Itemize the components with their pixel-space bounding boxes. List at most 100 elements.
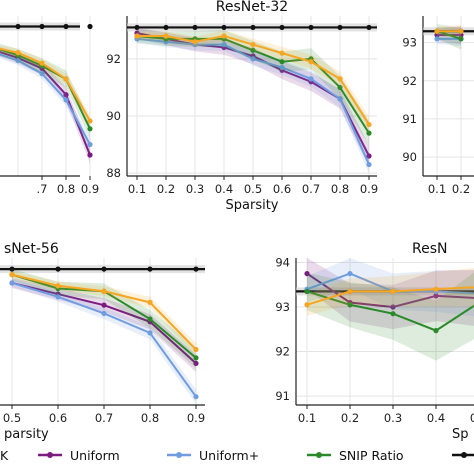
x-tick-label: 0.2	[341, 411, 359, 425]
x-tick-label: 0.5	[470, 411, 474, 425]
x-axis-label: parsity	[4, 427, 49, 442]
series-point	[347, 270, 353, 277]
series-point	[304, 288, 310, 295]
series-band	[307, 257, 474, 330]
y-tick-label: 88	[106, 166, 121, 180]
baseline-point	[337, 24, 343, 31]
baseline-point	[9, 266, 15, 272]
series-point	[366, 153, 372, 159]
y-tick-label: 91	[275, 389, 290, 403]
series-point	[366, 161, 372, 168]
series-point	[39, 60, 45, 66]
legend-label-uniform-plus: Uniform+	[199, 448, 259, 463]
series-band	[307, 272, 474, 361]
y-tick-label: 90	[106, 109, 121, 123]
series-point	[193, 346, 199, 353]
series-point	[193, 360, 199, 366]
series-point	[193, 394, 199, 400]
series-point	[279, 59, 285, 65]
series-point	[433, 328, 439, 334]
series-point	[193, 355, 199, 361]
x-tick-label: 0.2	[452, 182, 470, 196]
series-point	[347, 288, 353, 295]
series-point	[279, 50, 285, 56]
series-point	[87, 126, 93, 132]
series-point	[163, 33, 169, 39]
series-point	[55, 294, 61, 300]
series-point	[250, 56, 256, 62]
series-point	[55, 283, 61, 289]
series-point	[308, 59, 314, 65]
y-tick-label: 93	[275, 300, 290, 314]
x-tick-label: 0.7	[302, 182, 320, 196]
x-tick-label: 0.2	[157, 182, 175, 196]
baseline-point	[101, 266, 107, 272]
series-point	[308, 76, 314, 82]
baseline-point	[279, 24, 285, 31]
baseline-point	[221, 24, 227, 31]
baseline-point	[250, 24, 256, 31]
series-point	[87, 152, 93, 158]
panel-title: ResNet-32	[216, 0, 288, 15]
x-tick-label: 0.7	[95, 411, 113, 425]
panel-title: sNet-56	[4, 241, 59, 257]
series-point	[250, 41, 256, 48]
legend-label-k: K	[0, 448, 9, 463]
series-point	[15, 50, 21, 56]
series-band	[0, 50, 90, 152]
baseline-point	[63, 23, 69, 30]
x-tick-label: 0.8	[141, 411, 159, 425]
series-point	[39, 71, 45, 77]
x-tick-label: 0.1	[428, 182, 446, 196]
series-point	[390, 288, 396, 295]
legend-label-uniform: Uniform	[70, 448, 120, 463]
series-point	[147, 330, 153, 336]
y-tick-label: 92	[106, 52, 121, 66]
series-point	[433, 286, 439, 292]
x-axis-label: Sp	[452, 427, 469, 442]
series-point	[15, 57, 21, 64]
panel-title: ResN	[412, 241, 447, 257]
x-tick-label: 0.4	[215, 182, 233, 196]
x-tick-label: 0.1	[128, 182, 146, 196]
x-tick-label: 0.9	[81, 182, 99, 196]
baseline-point	[366, 24, 372, 31]
legend-marker-uniform	[47, 452, 53, 458]
series-point	[304, 270, 310, 277]
series-point	[304, 302, 310, 308]
y-tick-label: 91	[402, 112, 417, 126]
x-tick-label: 0.9	[187, 411, 205, 425]
chart-panel-1: .7 0.8 0.9	[0, 16, 99, 196]
y-tick-label: 93	[402, 36, 417, 50]
series-point	[63, 97, 69, 103]
series-band	[12, 268, 196, 369]
series-point	[87, 141, 93, 148]
legend: K Uniform Uniform+ SNIP Ratio	[0, 448, 474, 463]
baseline-point	[134, 24, 140, 31]
series-point	[337, 84, 343, 91]
series-point	[221, 33, 227, 39]
x-tick-label: 0.5	[3, 411, 21, 425]
series-point	[434, 36, 440, 42]
y-tick-label: 94	[275, 255, 290, 269]
series-point	[101, 302, 107, 308]
series-point	[434, 32, 440, 38]
x-tick-label: 0.6	[49, 411, 67, 425]
legend-marker-uniform-plus	[176, 452, 182, 458]
series-point	[63, 76, 69, 82]
series-band	[137, 30, 369, 133]
series-point	[221, 41, 227, 48]
series-point	[101, 288, 107, 294]
legend-marker-snip-ratio	[316, 452, 322, 458]
series-point	[87, 118, 93, 124]
series-point	[63, 92, 69, 98]
x-tick-label: 0.4	[427, 411, 445, 425]
series-point	[366, 130, 372, 136]
x-tick-label: 0.1	[298, 411, 316, 425]
series-point	[134, 33, 140, 39]
x-tick-label: 0.6	[273, 182, 291, 196]
legend-label-snip-ratio: SNIP Ratio	[339, 448, 404, 463]
baseline-point	[55, 266, 61, 272]
series-point	[9, 272, 15, 278]
x-tick-label: 0.8	[57, 182, 75, 196]
